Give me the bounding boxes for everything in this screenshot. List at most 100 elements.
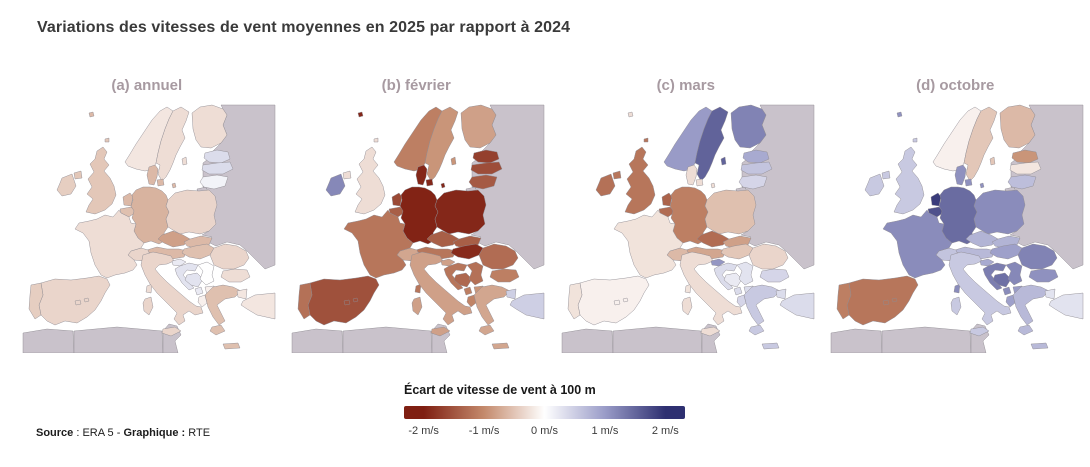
country-turkey	[510, 292, 545, 320]
country-bornholm	[710, 182, 715, 189]
country-albania	[467, 294, 477, 308]
country-northern-ireland	[73, 170, 82, 180]
country-italy	[140, 251, 203, 326]
country-serbia	[736, 261, 753, 286]
country-bornholm	[980, 182, 985, 189]
country-great-britain	[894, 146, 925, 215]
country-shetland	[374, 137, 379, 143]
country-bulgaria	[1029, 268, 1059, 283]
country-crete	[492, 342, 510, 350]
country-montenegro	[464, 286, 473, 296]
country-peloponnese	[479, 324, 495, 336]
country-crete	[222, 342, 240, 350]
country-balearic-2	[353, 297, 359, 303]
country-turkey-european	[236, 288, 247, 300]
country-ireland	[56, 173, 76, 197]
choropleth-map-mars	[561, 104, 814, 353]
source-label: Source	[36, 427, 74, 439]
country-estonia	[473, 149, 500, 164]
country-algeria	[612, 326, 702, 353]
country-germany	[669, 186, 708, 245]
country-estonia	[203, 149, 230, 164]
country-shetland	[104, 137, 109, 143]
country-serbia	[197, 261, 214, 286]
country-turkey	[1049, 292, 1084, 320]
country-balearic-1	[883, 299, 890, 306]
country-poland	[974, 189, 1026, 235]
country-hungary	[990, 243, 1023, 260]
country-netherlands	[931, 192, 942, 207]
country-spain	[38, 275, 110, 326]
country-sardinia	[412, 296, 423, 316]
country-bulgaria	[759, 268, 789, 283]
country-spain	[577, 275, 649, 326]
country-lithuania	[469, 174, 498, 190]
country-romania	[479, 243, 519, 270]
country-bosnia	[993, 272, 1012, 288]
graphique-label: Graphique :	[123, 427, 186, 439]
country-turkey-european	[1045, 288, 1056, 300]
country-slovenia	[980, 258, 995, 267]
country-finland	[191, 104, 227, 149]
country-portugal	[298, 282, 313, 320]
country-morocco	[831, 328, 883, 353]
country-greece	[743, 284, 780, 326]
country-sardinia	[951, 296, 962, 316]
country-serbia	[1006, 261, 1023, 286]
country-portugal	[28, 282, 43, 320]
country-bulgaria	[490, 268, 520, 283]
country-albania	[1006, 294, 1016, 308]
country-gotland	[990, 156, 996, 166]
country-denmark-islands	[695, 178, 703, 187]
country-balearic-1	[344, 299, 351, 306]
country-spain	[308, 275, 380, 326]
country-finland	[730, 104, 766, 149]
map-panel-octobre: (d) octobre	[821, 77, 1090, 353]
country-estonia	[742, 149, 769, 164]
source-note: Source : ERA 5 - Graphique : RTE	[36, 427, 210, 439]
country-bornholm	[171, 182, 176, 189]
country-bulgaria	[220, 268, 250, 283]
country-denmark-islands	[426, 178, 434, 187]
country-romania	[748, 243, 788, 270]
country-peloponnese	[1018, 324, 1034, 336]
country-balearic-2	[622, 297, 628, 303]
colorbar-tick-label: 2 m/s	[651, 425, 679, 437]
country-italy	[949, 251, 1012, 326]
country-great-britain	[85, 146, 116, 215]
country-italy	[679, 251, 742, 326]
country-greece	[1013, 284, 1050, 326]
country-algeria	[882, 326, 972, 353]
country-denmark-islands	[965, 178, 973, 187]
country-latvia	[201, 161, 233, 175]
colorbar-tick-label: 0 m/s	[531, 425, 558, 437]
country-bornholm	[441, 182, 446, 189]
country-slovenia	[441, 258, 456, 267]
country-france	[613, 209, 683, 279]
graphique-value: RTE	[185, 427, 211, 439]
country-great-britain	[624, 146, 655, 215]
country-sweden	[425, 106, 459, 182]
colorbar-tick-label: 1 m/s	[591, 425, 619, 437]
country-hungary	[720, 243, 753, 260]
colorbar-tick-label: -1 m/s	[468, 425, 500, 437]
country-ireland	[326, 173, 346, 197]
country-lithuania	[199, 174, 228, 190]
figure-title: Variations des vitesses de vent moyennes…	[37, 19, 571, 36]
map-panel-annuel: (a) annuel	[12, 77, 282, 353]
country-turkey-european	[506, 288, 517, 300]
country-faroe-islands	[88, 111, 94, 118]
country-poland	[435, 189, 487, 235]
country-northern-ireland	[343, 170, 352, 180]
country-czechia	[427, 230, 460, 248]
country-denmark-jutland	[685, 164, 697, 186]
country-faroe-islands	[358, 111, 364, 118]
country-sweden	[964, 106, 998, 182]
country-sweden	[694, 106, 728, 182]
country-netherlands	[392, 192, 403, 207]
country-sicily	[161, 326, 181, 337]
country-denmark-islands	[156, 178, 164, 187]
country-poland	[704, 189, 756, 235]
country-northern-ireland	[612, 170, 621, 180]
source-value: : ERA 5 -	[73, 427, 124, 439]
